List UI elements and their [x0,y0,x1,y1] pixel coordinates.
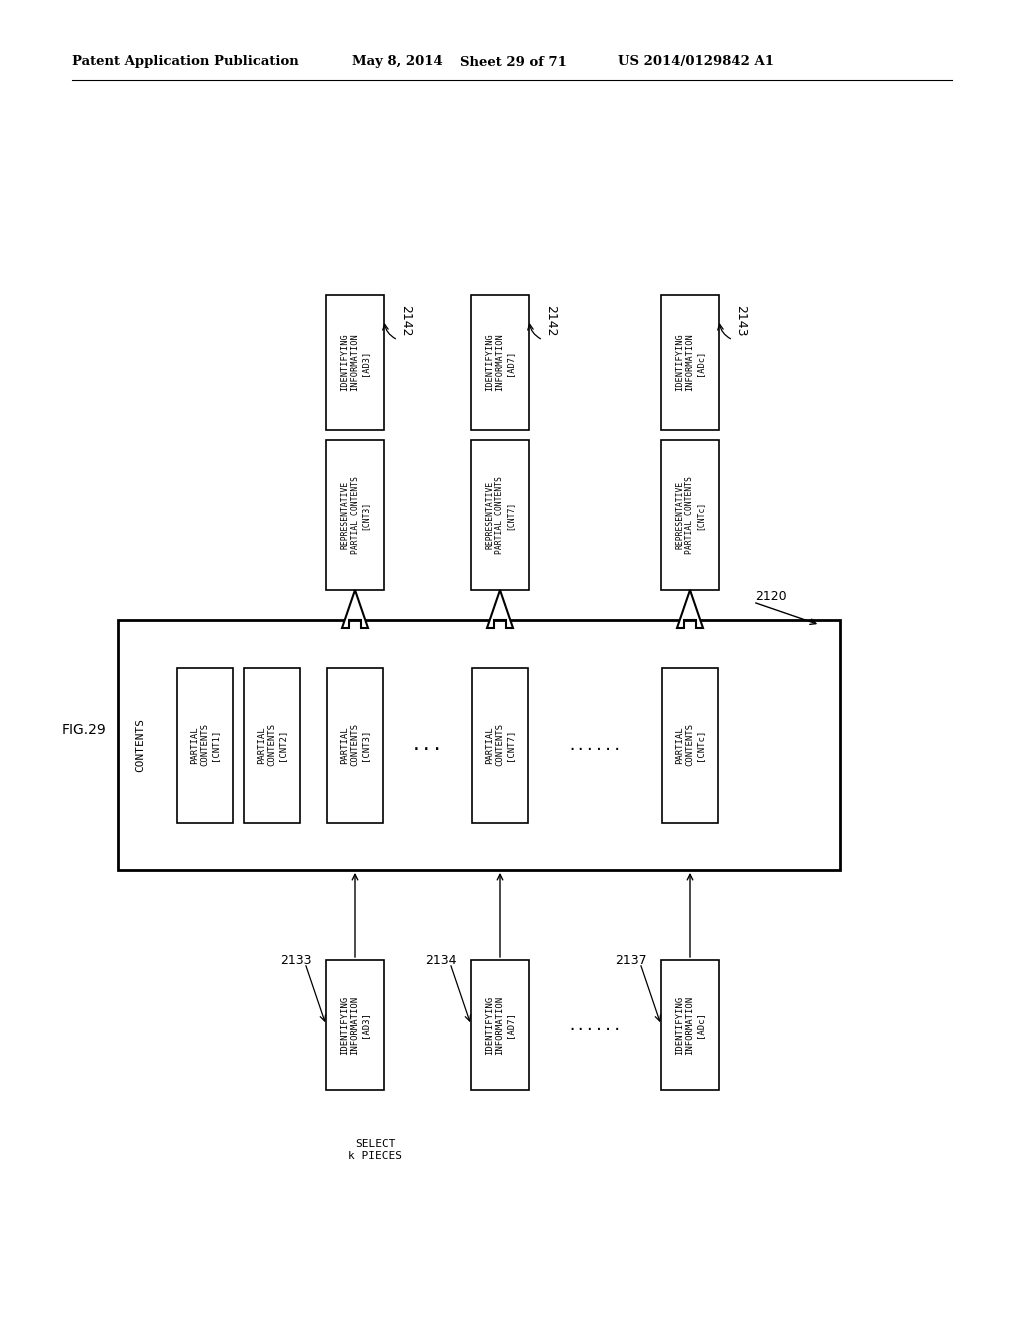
Bar [471,960,529,1090]
Text: Patent Application Publication: Patent Application Publication [72,55,299,69]
Text: US 2014/0129842 A1: US 2014/0129842 A1 [618,55,774,69]
Bar [662,294,719,430]
Polygon shape [342,590,368,628]
Bar [471,294,529,430]
Text: CONTENTS: CONTENTS [135,718,145,772]
Text: 2120: 2120 [755,590,786,603]
Bar [471,440,529,590]
Text: IDENTIFYING
INFORMATION
[ADc]: IDENTIFYING INFORMATION [ADc] [676,995,705,1055]
Bar [326,960,384,1090]
Bar [177,668,233,822]
Text: ......: ...... [567,738,623,752]
Bar [472,668,528,822]
Text: PARTIAL
CONTENTS
[CNT1]: PARTIAL CONTENTS [CNT1] [190,723,219,767]
Polygon shape [487,590,513,628]
Bar [326,440,384,590]
Text: REPRESENTATIVE
PARTIAL CONTENTS
[CNT7]: REPRESENTATIVE PARTIAL CONTENTS [CNT7] [485,477,514,554]
Text: FIG.29: FIG.29 [62,723,106,737]
Text: 2142: 2142 [399,305,413,337]
Text: REPRESENTATIVE
PARTIAL CONTENTS
[CNT3]: REPRESENTATIVE PARTIAL CONTENTS [CNT3] [340,477,370,554]
Text: ...: ... [411,737,443,754]
Bar [326,294,384,430]
Text: SELECT
k PIECES: SELECT k PIECES [348,1139,402,1160]
Text: 2133: 2133 [280,953,311,966]
Text: PARTIAL
CONTENTS
[CNTc]: PARTIAL CONTENTS [CNTc] [676,723,705,767]
Text: REPRESENTATIVE
PARTIAL CONTENTS
[CNTc]: REPRESENTATIVE PARTIAL CONTENTS [CNTc] [676,477,705,554]
Text: IDENTIFYING
INFORMATION
[AD7]: IDENTIFYING INFORMATION [AD7] [485,995,514,1055]
Bar [118,620,840,870]
Text: IDENTIFYING
INFORMATION
[ADc]: IDENTIFYING INFORMATION [ADc] [676,334,705,391]
Text: ......: ...... [567,1018,623,1032]
Text: PARTIAL
CONTENTS
[CNT3]: PARTIAL CONTENTS [CNT3] [340,723,370,767]
Bar [662,668,718,822]
Bar [662,440,719,590]
Bar [327,668,383,822]
Text: May 8, 2014: May 8, 2014 [352,55,442,69]
Text: 2134: 2134 [425,953,457,966]
Text: 2143: 2143 [734,305,748,337]
Text: IDENTIFYING
INFORMATION
[AD3]: IDENTIFYING INFORMATION [AD3] [340,995,370,1055]
Text: IDENTIFYING
INFORMATION
[AD3]: IDENTIFYING INFORMATION [AD3] [340,334,370,391]
Bar [244,668,300,822]
Text: Sheet 29 of 71: Sheet 29 of 71 [460,55,567,69]
Text: IDENTIFYING
INFORMATION
[AD7]: IDENTIFYING INFORMATION [AD7] [485,334,514,391]
Polygon shape [677,590,703,628]
Text: 2142: 2142 [545,305,557,337]
Text: PARTIAL
CONTENTS
[CNT2]: PARTIAL CONTENTS [CNT2] [257,723,287,767]
Text: 2137: 2137 [615,953,646,966]
Text: PARTIAL
CONTENTS
[CNT7]: PARTIAL CONTENTS [CNT7] [485,723,514,767]
Bar [662,960,719,1090]
